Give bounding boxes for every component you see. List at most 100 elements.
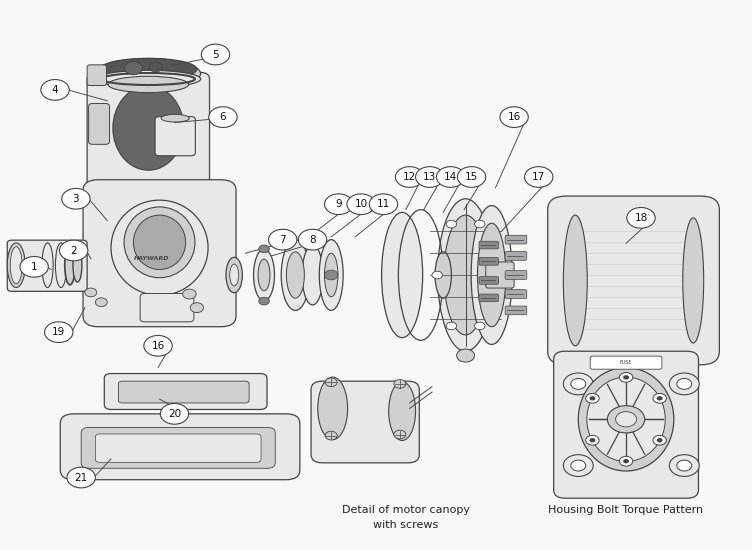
Circle shape	[436, 167, 465, 188]
Ellipse shape	[100, 58, 197, 80]
Text: 2: 2	[71, 245, 77, 256]
Circle shape	[475, 322, 485, 330]
Circle shape	[475, 220, 485, 228]
Text: 21: 21	[74, 472, 88, 482]
Circle shape	[325, 194, 353, 214]
Text: 10: 10	[354, 199, 368, 209]
Circle shape	[616, 411, 636, 427]
Ellipse shape	[563, 215, 587, 346]
FancyBboxPatch shape	[505, 306, 527, 315]
Circle shape	[620, 456, 632, 466]
Circle shape	[456, 349, 475, 362]
Ellipse shape	[11, 247, 23, 284]
Circle shape	[85, 288, 97, 297]
Ellipse shape	[325, 253, 338, 297]
Circle shape	[586, 393, 599, 403]
FancyBboxPatch shape	[119, 381, 249, 403]
Circle shape	[326, 431, 337, 440]
Circle shape	[620, 372, 632, 382]
Text: 8: 8	[309, 235, 316, 245]
Circle shape	[571, 378, 586, 389]
Circle shape	[394, 379, 406, 388]
Ellipse shape	[108, 76, 189, 92]
Circle shape	[653, 393, 666, 403]
Ellipse shape	[389, 382, 416, 441]
Circle shape	[44, 322, 73, 343]
Circle shape	[268, 229, 297, 250]
FancyBboxPatch shape	[83, 180, 236, 327]
Circle shape	[124, 62, 142, 75]
Circle shape	[563, 373, 593, 395]
Ellipse shape	[111, 200, 208, 295]
FancyBboxPatch shape	[81, 427, 275, 468]
Ellipse shape	[65, 246, 75, 285]
Circle shape	[653, 436, 666, 445]
Circle shape	[347, 194, 375, 214]
Ellipse shape	[438, 199, 493, 351]
Ellipse shape	[435, 252, 451, 298]
Circle shape	[416, 167, 444, 188]
FancyBboxPatch shape	[87, 65, 107, 86]
Circle shape	[160, 404, 189, 424]
Text: 14: 14	[444, 172, 457, 182]
Circle shape	[677, 378, 692, 389]
Circle shape	[20, 256, 48, 277]
Circle shape	[669, 373, 699, 395]
Ellipse shape	[302, 245, 323, 305]
FancyBboxPatch shape	[553, 351, 699, 498]
Ellipse shape	[253, 249, 274, 301]
Circle shape	[457, 167, 486, 188]
Circle shape	[259, 298, 269, 305]
FancyBboxPatch shape	[505, 235, 527, 244]
Circle shape	[325, 270, 338, 280]
Text: 3: 3	[73, 194, 79, 204]
FancyBboxPatch shape	[89, 103, 110, 144]
Ellipse shape	[133, 215, 186, 270]
Ellipse shape	[444, 215, 487, 335]
Circle shape	[446, 322, 456, 330]
Ellipse shape	[587, 377, 666, 461]
Text: 5: 5	[212, 50, 219, 59]
FancyBboxPatch shape	[311, 381, 420, 463]
Circle shape	[62, 189, 90, 209]
Circle shape	[183, 289, 196, 299]
Circle shape	[608, 406, 644, 433]
Circle shape	[669, 455, 699, 476]
Circle shape	[590, 438, 596, 442]
Circle shape	[96, 298, 108, 306]
FancyBboxPatch shape	[155, 117, 196, 156]
Text: 17: 17	[532, 172, 545, 182]
Text: 4: 4	[52, 85, 59, 95]
Text: 1: 1	[31, 262, 38, 272]
Text: 7: 7	[280, 235, 286, 245]
Text: 15: 15	[465, 172, 478, 182]
Text: 6: 6	[220, 112, 226, 122]
Ellipse shape	[161, 114, 190, 122]
Text: Detail of motor canopy
with screws: Detail of motor canopy with screws	[342, 505, 470, 530]
Ellipse shape	[318, 377, 347, 439]
Ellipse shape	[73, 248, 82, 282]
Text: FUSE: FUSE	[620, 360, 632, 365]
Text: Housing Bolt Torque Pattern: Housing Bolt Torque Pattern	[548, 505, 704, 515]
FancyBboxPatch shape	[105, 373, 267, 410]
Circle shape	[209, 107, 237, 128]
Circle shape	[446, 220, 456, 228]
Ellipse shape	[258, 259, 270, 291]
Circle shape	[202, 44, 229, 65]
Text: 16: 16	[508, 112, 520, 122]
FancyBboxPatch shape	[505, 271, 527, 279]
Circle shape	[190, 302, 204, 312]
Circle shape	[326, 378, 337, 387]
Text: 20: 20	[168, 409, 181, 419]
Ellipse shape	[113, 86, 183, 170]
Circle shape	[432, 271, 442, 279]
Text: 16: 16	[151, 341, 165, 351]
Circle shape	[627, 207, 655, 228]
FancyBboxPatch shape	[479, 294, 499, 302]
Text: 12: 12	[403, 172, 416, 182]
Circle shape	[396, 167, 424, 188]
FancyBboxPatch shape	[479, 277, 499, 284]
Circle shape	[500, 107, 528, 128]
Ellipse shape	[96, 70, 201, 87]
Ellipse shape	[8, 243, 25, 288]
